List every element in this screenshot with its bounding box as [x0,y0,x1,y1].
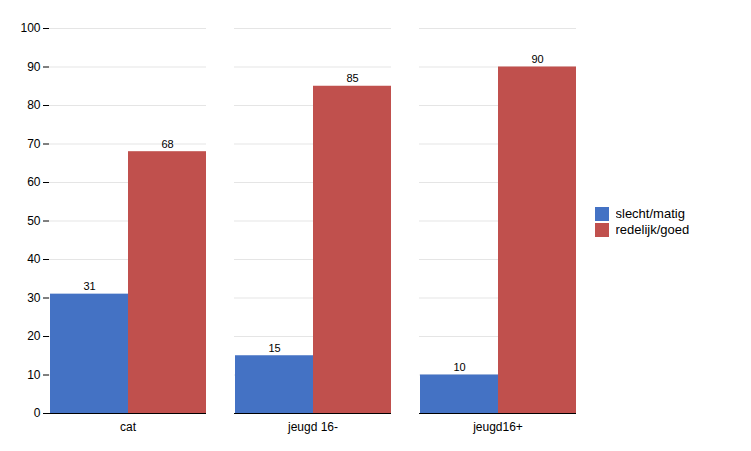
svg-text:40: 40 [27,252,41,266]
html-text:slecht/matig: slecht/matig [615,206,685,222]
svg-text:90: 90 [27,60,41,74]
svg-text:68: 68 [161,138,173,150]
html-text:redelijk/goed: redelijk/goed [615,222,690,238]
svg-text:cat: cat [120,420,137,434]
svg-text:90: 90 [531,53,543,65]
svg-text:10: 10 [27,368,41,382]
svg-text:31: 31 [83,280,95,292]
svg-text:70: 70 [27,137,41,151]
svg-text:20: 20 [27,329,41,343]
svg-text:60: 60 [27,175,41,189]
svg-text:jeugd16+: jeugd16+ [472,420,523,434]
svg-text:30: 30 [27,291,41,305]
svg-text:50: 50 [27,214,41,228]
svg-text:15: 15 [268,342,280,354]
svg-text:jeugd 16-: jeugd 16- [287,420,338,434]
svg-text:80: 80 [27,98,41,112]
svg-text:85: 85 [346,72,358,84]
svg-text:10: 10 [453,361,465,373]
svg-text:0: 0 [34,406,41,420]
svg-text:100: 100 [20,21,40,35]
